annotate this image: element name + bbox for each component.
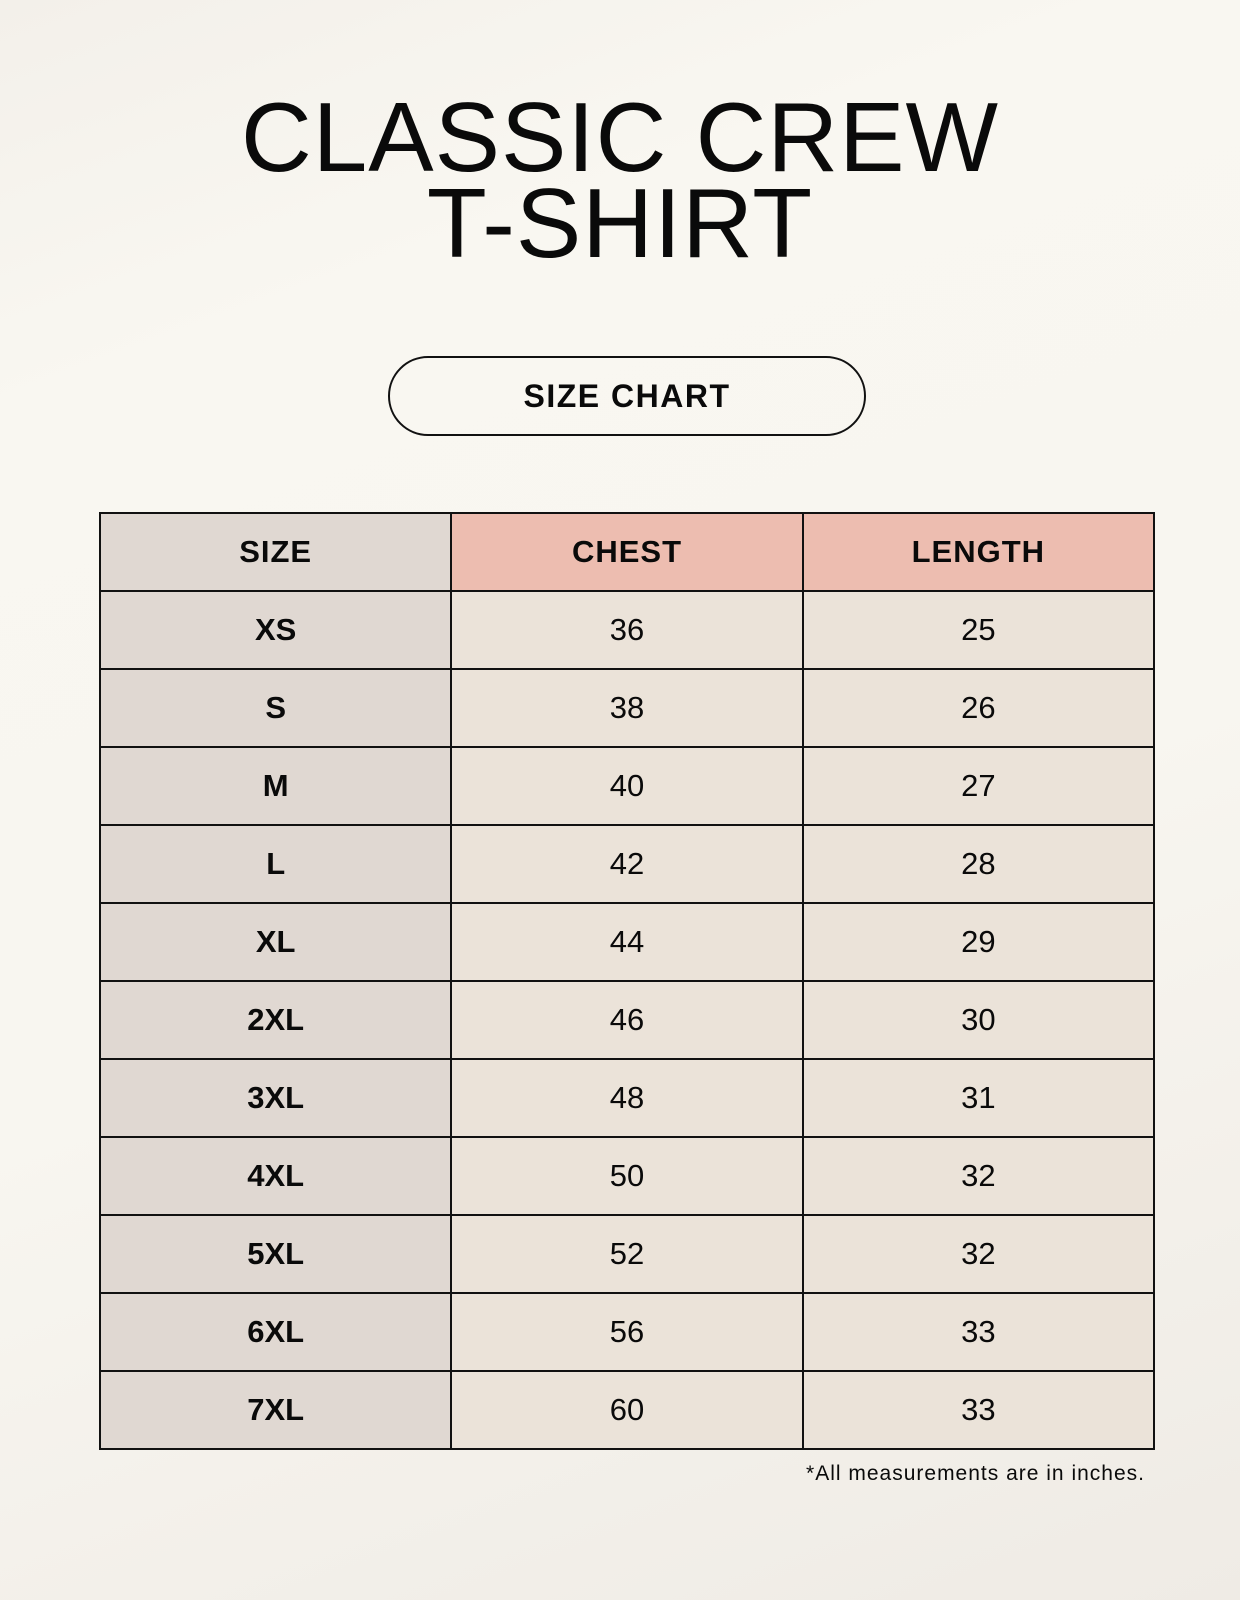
cell-size: XS — [98, 590, 453, 670]
table-row: 6XL 56 33 — [98, 1292, 1156, 1372]
cell-chest: 38 — [450, 668, 804, 748]
table-row: XS 36 25 — [98, 590, 1156, 670]
cell-length: 26 — [801, 668, 1156, 748]
cell-length: 27 — [801, 746, 1156, 826]
page-title: CLASSIC CREW T-SHIRT — [0, 82, 1240, 278]
table-row: XL 44 29 — [98, 902, 1156, 982]
title-line-2: T-SHIRT — [426, 168, 814, 278]
cell-length: 28 — [801, 824, 1156, 904]
cell-size: 3XL — [98, 1058, 453, 1138]
table-row: S 38 26 — [98, 668, 1156, 748]
size-table: SIZE CHEST LENGTH XS 36 25 S 38 26 M 40 27 L 42 28 X… — [98, 512, 1156, 1450]
cell-size: 5XL — [98, 1214, 453, 1294]
cell-chest: 50 — [450, 1136, 804, 1216]
table-row: 3XL 48 31 — [98, 1058, 1156, 1138]
cell-length: 33 — [801, 1292, 1156, 1372]
size-chart-badge: SIZE CHART — [388, 356, 866, 436]
cell-length: 32 — [801, 1214, 1156, 1294]
footnote: *All measurements are in inches. — [806, 1462, 1145, 1485]
cell-size: XL — [98, 902, 453, 982]
table-row: 7XL 60 33 — [98, 1370, 1156, 1450]
cell-size: 6XL — [98, 1292, 453, 1372]
cell-length: 30 — [801, 980, 1156, 1060]
cell-length: 33 — [801, 1370, 1156, 1450]
cell-chest: 60 — [450, 1370, 804, 1450]
cell-length: 25 — [801, 590, 1156, 670]
table-row: 4XL 50 32 — [98, 1136, 1156, 1216]
table-row: L 42 28 — [98, 824, 1156, 904]
table-header-row: SIZE CHEST LENGTH — [98, 512, 1156, 592]
cell-chest: 42 — [450, 824, 804, 904]
header-length: LENGTH — [801, 512, 1156, 592]
cell-chest: 40 — [450, 746, 804, 826]
header-chest: CHEST — [450, 512, 804, 592]
cell-size: M — [98, 746, 453, 826]
cell-chest: 48 — [450, 1058, 804, 1138]
cell-size: 4XL — [98, 1136, 453, 1216]
table-row: 5XL 52 32 — [98, 1214, 1156, 1294]
cell-size: S — [98, 668, 453, 748]
title-line-1: CLASSIC CREW — [240, 82, 999, 192]
cell-chest: 44 — [450, 902, 804, 982]
cell-chest: 52 — [450, 1214, 804, 1294]
table-row: 2XL 46 30 — [98, 980, 1156, 1060]
cell-chest: 46 — [450, 980, 804, 1060]
cell-size: 7XL — [98, 1370, 453, 1450]
table-row: M 40 27 — [98, 746, 1156, 826]
cell-length: 32 — [801, 1136, 1156, 1216]
header-size: SIZE — [98, 512, 453, 592]
cell-size: L — [98, 824, 453, 904]
cell-length: 29 — [801, 902, 1156, 982]
cell-chest: 56 — [450, 1292, 804, 1372]
cell-size: 2XL — [98, 980, 453, 1060]
cell-chest: 36 — [450, 590, 804, 670]
cell-length: 31 — [801, 1058, 1156, 1138]
